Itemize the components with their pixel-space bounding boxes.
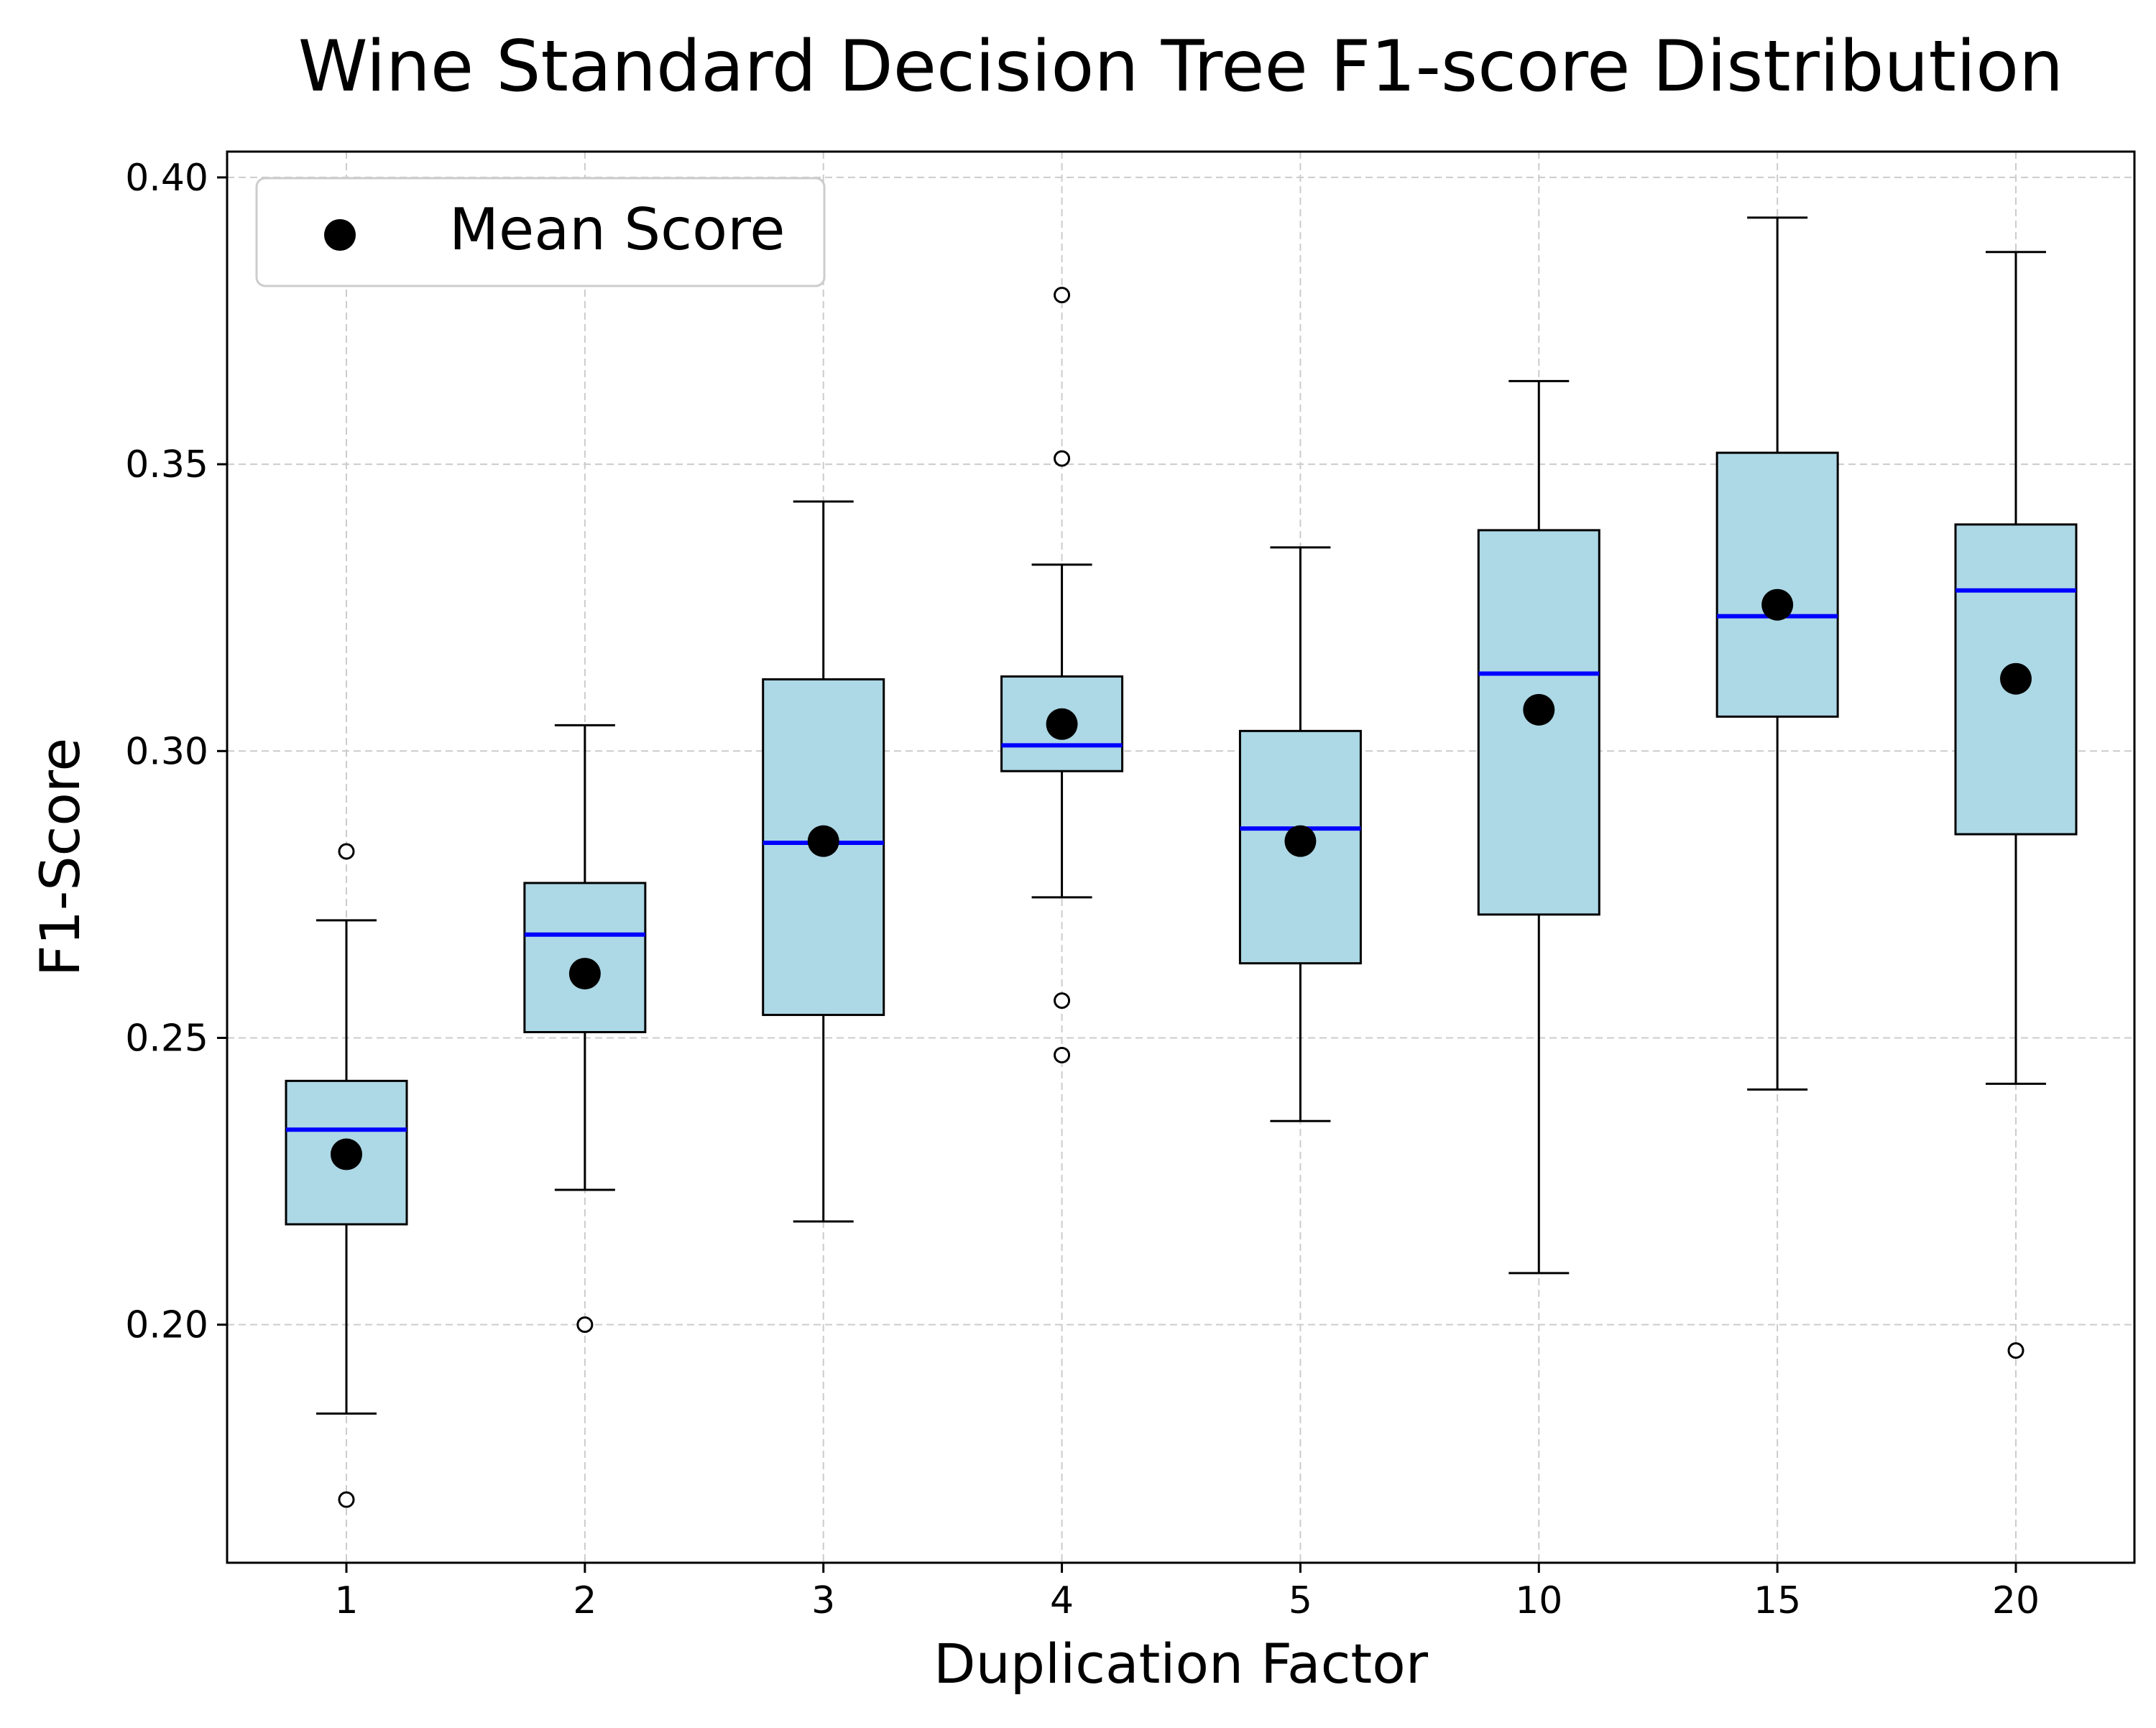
chart-title: Wine Standard Decision Tree F1-score Dis… — [298, 26, 2064, 108]
box-group-3 — [762, 500, 885, 1223]
tick-layer: 0.20 0.25 0.30 0.35 0.40 1 2 3 4 5 10 15 20 — [125, 157, 2040, 1622]
legend-entry-mean-score: Mean Score — [449, 196, 785, 263]
outlier-point — [1054, 1046, 1071, 1063]
mean-point — [1523, 693, 1555, 726]
box-group-2 — [523, 724, 647, 1334]
x-tick-label: 20 — [1992, 1579, 2040, 1622]
y-tick-label: 0.35 — [125, 443, 208, 486]
iqr-box — [1715, 451, 1839, 718]
y-tick-label: 0.25 — [125, 1017, 208, 1060]
box-group-10 — [1477, 379, 1600, 1275]
plot-frame — [226, 150, 2136, 1564]
box-group-15 — [1715, 216, 1839, 1091]
outlier-point — [576, 1316, 594, 1334]
mean-point — [1284, 825, 1317, 857]
outlier-point — [1054, 287, 1071, 304]
x-axis-label: Duplication Factor — [934, 1632, 1429, 1696]
mean-point — [1761, 588, 1794, 621]
y-tick-label: 0.20 — [125, 1304, 208, 1347]
box-group-5 — [1238, 546, 1362, 1122]
x-tick-label: 3 — [811, 1579, 835, 1622]
mean-point — [2000, 662, 2032, 695]
box-layer — [285, 216, 2078, 1508]
box-group-4 — [1000, 287, 1124, 1063]
y-tick-label: 0.30 — [125, 730, 208, 773]
mean-point — [568, 958, 601, 990]
box-group-1 — [285, 843, 408, 1508]
x-tick-label: 10 — [1515, 1579, 1562, 1622]
x-tick-label: 15 — [1754, 1579, 1801, 1622]
outlier-point — [2007, 1342, 2024, 1359]
x-tick-label: 4 — [1050, 1579, 1074, 1622]
x-tick-label: 2 — [573, 1579, 596, 1622]
mean-point — [807, 825, 839, 857]
mean-point — [1046, 708, 1078, 740]
y-tick-label: 0.40 — [125, 157, 208, 200]
outlier-point — [338, 843, 355, 860]
iqr-box — [523, 882, 647, 1034]
y-axis-label: F1-Score — [28, 738, 92, 976]
outlier-point — [1054, 450, 1071, 467]
x-tick-label: 5 — [1289, 1579, 1312, 1622]
box-group-20 — [1954, 251, 2078, 1359]
legend-mean-marker — [324, 219, 356, 251]
legend: Mean Score — [255, 177, 826, 287]
legend-box — [255, 177, 826, 287]
outlier-point — [1054, 992, 1071, 1009]
mean-point — [331, 1138, 362, 1170]
x-tick-label: 1 — [334, 1579, 358, 1622]
outlier-point — [338, 1491, 355, 1508]
